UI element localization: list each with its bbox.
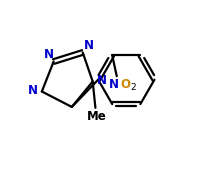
Text: N: N	[28, 84, 38, 97]
Text: N: N	[44, 48, 54, 61]
Text: N: N	[108, 78, 119, 91]
Text: 2: 2	[130, 83, 136, 92]
Text: O: O	[120, 78, 130, 91]
Text: N: N	[96, 74, 106, 87]
Text: Me: Me	[87, 109, 106, 122]
Text: N: N	[84, 39, 94, 52]
